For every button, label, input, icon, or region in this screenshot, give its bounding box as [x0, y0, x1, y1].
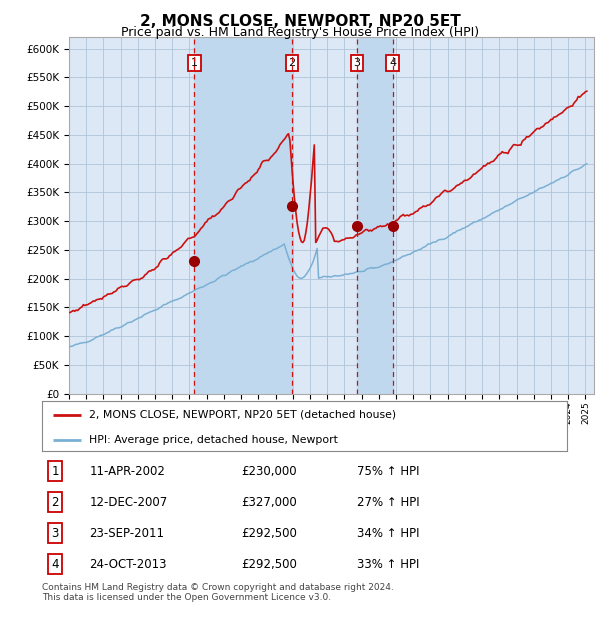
Text: £292,500: £292,500 — [241, 527, 298, 539]
Text: 4: 4 — [389, 58, 397, 68]
Text: £230,000: £230,000 — [241, 465, 297, 477]
Text: 2, MONS CLOSE, NEWPORT, NP20 5ET: 2, MONS CLOSE, NEWPORT, NP20 5ET — [140, 14, 460, 29]
Text: 1: 1 — [191, 58, 198, 68]
Text: 3: 3 — [353, 58, 361, 68]
Bar — [357, 37, 393, 394]
Text: 2: 2 — [288, 58, 295, 68]
Text: 2: 2 — [52, 496, 59, 508]
Text: 12-DEC-2007: 12-DEC-2007 — [89, 496, 167, 508]
Text: £327,000: £327,000 — [241, 496, 297, 508]
Text: 33% ↑ HPI: 33% ↑ HPI — [357, 558, 419, 570]
Text: Price paid vs. HM Land Registry's House Price Index (HPI): Price paid vs. HM Land Registry's House … — [121, 26, 479, 39]
Text: Contains HM Land Registry data © Crown copyright and database right 2024.
This d: Contains HM Land Registry data © Crown c… — [42, 583, 394, 602]
Text: £292,500: £292,500 — [241, 558, 298, 570]
Text: 11-APR-2002: 11-APR-2002 — [89, 465, 165, 477]
Text: 1: 1 — [52, 465, 59, 477]
Text: 27% ↑ HPI: 27% ↑ HPI — [357, 496, 419, 508]
Text: 75% ↑ HPI: 75% ↑ HPI — [357, 465, 419, 477]
Text: 24-OCT-2013: 24-OCT-2013 — [89, 558, 167, 570]
Text: 3: 3 — [52, 527, 59, 539]
Text: 23-SEP-2011: 23-SEP-2011 — [89, 527, 164, 539]
Text: 34% ↑ HPI: 34% ↑ HPI — [357, 527, 419, 539]
Bar — [194, 37, 292, 394]
Text: HPI: Average price, detached house, Newport: HPI: Average price, detached house, Newp… — [89, 435, 338, 445]
Text: 2, MONS CLOSE, NEWPORT, NP20 5ET (detached house): 2, MONS CLOSE, NEWPORT, NP20 5ET (detach… — [89, 410, 397, 420]
Text: 4: 4 — [52, 558, 59, 570]
